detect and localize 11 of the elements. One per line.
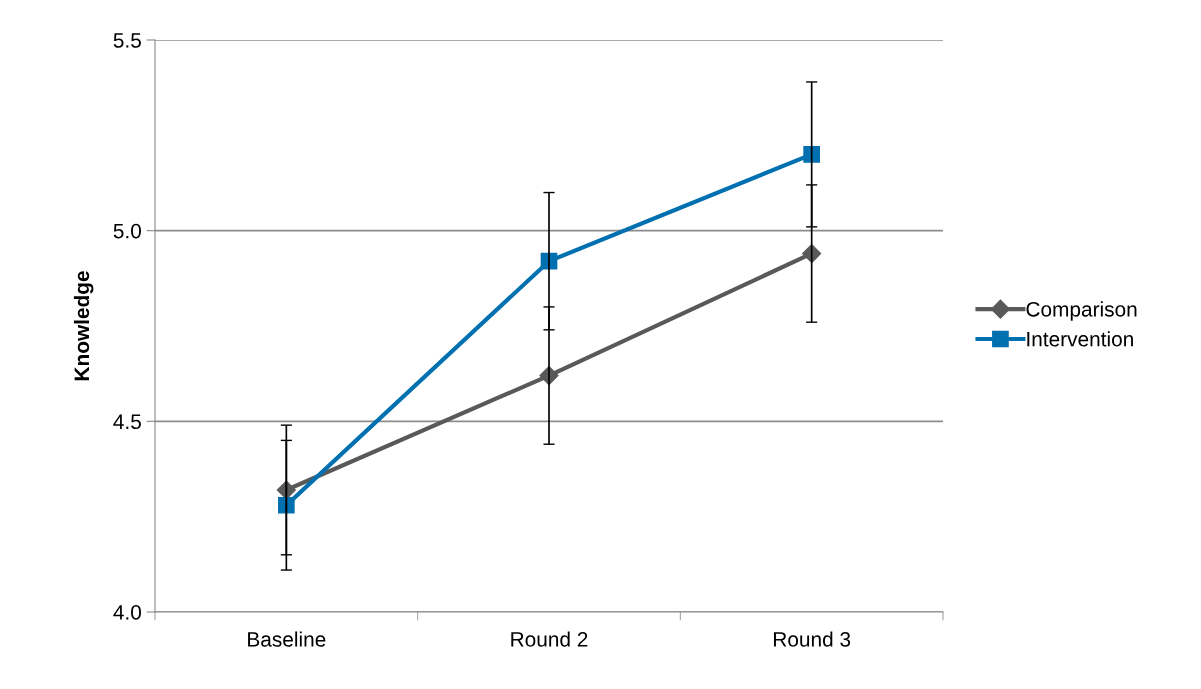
y-axis-title: Knowledge [73,271,94,381]
y-tick-label: 5.0 [113,223,141,239]
point [277,496,295,514]
legend-label: Intervention [1027,331,1133,347]
y-tick-label: 5.5 [113,33,141,48]
legend-label: Comparison [1026,301,1137,321]
x-tick-label: Round 3 [774,631,851,647]
y-tick-label: 4.5 [113,414,141,430]
x-tick-label: Round 2 [511,631,588,647]
x-tick-label: Baseline [248,631,326,647]
y-tick-label: 4.0 [113,605,141,620]
